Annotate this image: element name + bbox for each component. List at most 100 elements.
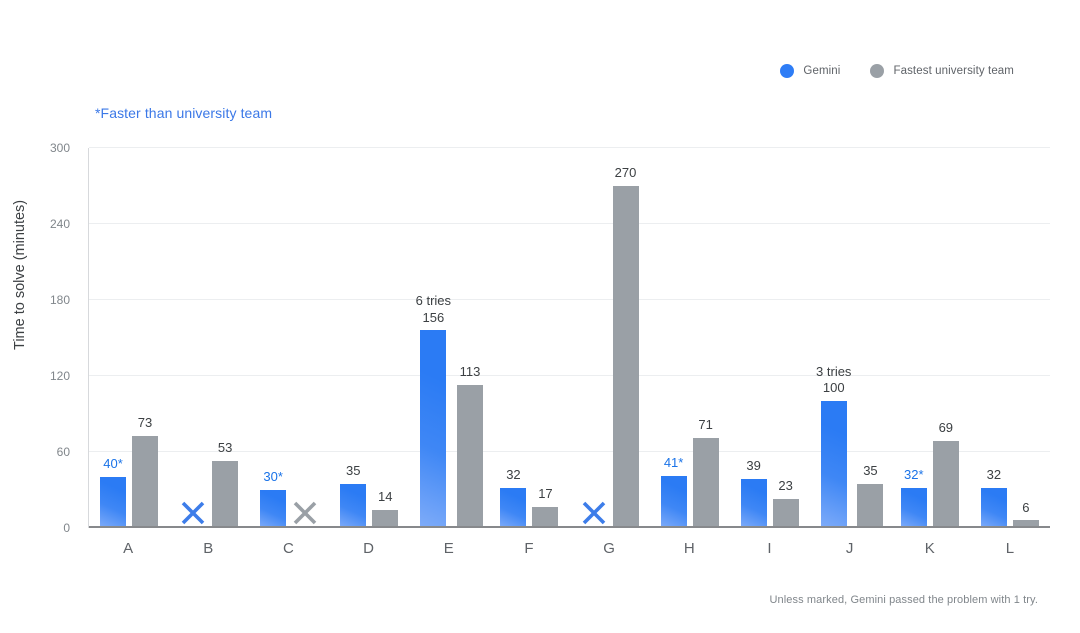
bar-value-label-university-K: 69 — [938, 419, 954, 435]
bar-cell-university-K: 69 — [932, 419, 959, 528]
bar-university-B — [212, 460, 239, 528]
bar-university-E — [457, 384, 484, 528]
bar-university-K — [932, 440, 959, 528]
bar-group-G: 270 — [569, 148, 649, 528]
university-legend-dot-icon — [870, 64, 885, 78]
bar-group-B: 53 — [169, 148, 249, 528]
gemini-fail-x-icon-B — [181, 501, 205, 525]
bar-gemini-D — [340, 483, 367, 528]
y-tick-240: 240 — [49, 217, 70, 231]
bar-university-J — [857, 483, 884, 528]
bar-gemini-J — [820, 401, 847, 528]
bar-university-H — [692, 438, 719, 528]
bar-group-C: 30* — [249, 148, 329, 528]
y-tick-120: 120 — [49, 369, 70, 383]
bar-university-D — [372, 510, 399, 528]
bar-group-I: 39 23 — [730, 148, 810, 528]
bar-group-K: 32* 69 — [890, 148, 970, 528]
y-tick-60: 60 — [56, 445, 70, 459]
x-axis-label-D: D — [363, 540, 375, 557]
bar-value-label-university-H: 71 — [698, 417, 713, 433]
x-axis-label-I: I — [767, 540, 772, 557]
bar-value-label-gemini-K: 32* — [904, 466, 924, 482]
bar-value-label-university-J: 35 — [863, 462, 878, 478]
bar-cell-university-E: 113 — [457, 364, 484, 528]
x-axis-baseline — [89, 526, 1050, 528]
bar-cell-university-G: 270 — [612, 165, 639, 528]
bar-groups: 40* 73 53 30* 35 14 6 tries 156 113 32 17 270 41* 71 3… — [89, 148, 1050, 528]
x-axis-label-H: H — [683, 540, 695, 557]
bar-cell-gemini-J: 3 tries 100 — [816, 364, 851, 528]
bar-value-label-gemini-I: 39 — [746, 457, 761, 473]
x-axis-label-K: K — [924, 540, 935, 557]
bar-cell-gemini-D: 35 — [340, 462, 367, 528]
x-axis-label-A: A — [123, 540, 134, 557]
bar-value-label-university-E: 113 — [459, 364, 481, 380]
bar-cell-gemini-A: 40* — [100, 456, 127, 528]
bar-value-label-gemini-H: 41* — [663, 455, 684, 471]
bar-cell-gemini-K: 32* — [900, 466, 927, 528]
bar-gemini-L — [980, 487, 1007, 528]
bar-value-label-gemini-E: 6 tries 156 — [415, 292, 452, 325]
bar-cell-gemini-H: 41* — [660, 455, 687, 528]
tries-annotation-J: 3 tries — [816, 363, 852, 379]
x-axis-label-J: J — [845, 540, 854, 557]
bar-value-label-gemini-J: 3 tries 100 — [816, 363, 852, 396]
tries-annotation-E: 6 tries — [415, 292, 452, 308]
y-tick-0: 0 — [63, 521, 70, 535]
bar-university-A — [132, 435, 159, 528]
university-fail-x-icon-C — [293, 501, 317, 525]
bar-cell-gemini-E: 6 tries 156 — [416, 293, 451, 528]
bar-cell-university-H: 71 — [692, 417, 719, 528]
bar-cell-gemini-I: 39 — [740, 457, 767, 528]
y-axis-ticks: 0 60 120 180 240 300 — [0, 141, 80, 535]
bar-value-label-university-L: 6 — [1022, 499, 1030, 515]
bar-value-label-gemini-C: 30* — [263, 469, 283, 485]
bar-gemini-K — [900, 487, 927, 528]
bar-group-H: 41* 71 — [650, 148, 730, 528]
gridline-240 — [89, 223, 1050, 224]
legend-label-gemini: Gemini — [803, 65, 841, 77]
bar-group-E: 6 tries 156 113 — [409, 148, 489, 528]
bar-university-L — [1012, 520, 1039, 528]
bar-gemini-C — [260, 490, 287, 528]
gridline-300 — [89, 147, 1050, 148]
legend: Gemini Fastest university team — [780, 64, 1014, 78]
bar-group-F: 32 17 — [489, 148, 569, 528]
bar-gemini-H — [660, 476, 687, 528]
x-axis-label-E: E — [443, 540, 454, 557]
bar-group-D: 35 14 — [329, 148, 409, 528]
bar-cell-university-F: 17 — [532, 485, 559, 528]
bar-value-label-gemini-D: 35 — [346, 462, 361, 478]
bar-cell-gemini-B — [180, 500, 206, 528]
bar-gemini-E — [420, 330, 447, 528]
bar-gemini-I — [740, 478, 767, 528]
bar-gemini-A — [100, 477, 127, 528]
bar-group-J: 3 tries 100 35 — [810, 148, 890, 528]
legend-label-university: Fastest university team — [893, 65, 1014, 77]
bar-gemini-F — [500, 487, 527, 528]
bar-cell-gemini-L: 32 — [980, 466, 1007, 528]
bar-cell-university-A: 73 — [132, 415, 159, 528]
bar-value-label-university-I: 23 — [778, 478, 793, 494]
gridline-120 — [89, 375, 1050, 376]
bar-value-label-university-F: 17 — [538, 485, 553, 501]
bar-cell-university-B: 53 — [212, 440, 239, 528]
bar-value-label-gemini-F: 32 — [506, 466, 521, 482]
gemini-legend-dot-icon — [780, 64, 795, 78]
bar-university-G — [612, 186, 639, 528]
bar-cell-gemini-F: 32 — [500, 466, 527, 528]
bar-university-F — [532, 506, 559, 528]
bar-value-label-gemini-A: 40* — [103, 456, 123, 472]
x-axis-label-L: L — [1005, 540, 1015, 557]
bar-cell-gemini-G — [581, 500, 607, 528]
bar-cell-university-D: 14 — [372, 489, 399, 528]
x-axis-label-G: G — [603, 540, 615, 557]
y-tick-180: 180 — [49, 293, 70, 307]
x-axis-label-C: C — [283, 540, 294, 557]
bar-value-label-university-D: 14 — [378, 489, 393, 505]
y-tick-300: 300 — [49, 141, 70, 155]
bar-value-label-gemini-L: 32 — [986, 466, 1002, 482]
gridline-60 — [89, 451, 1050, 452]
